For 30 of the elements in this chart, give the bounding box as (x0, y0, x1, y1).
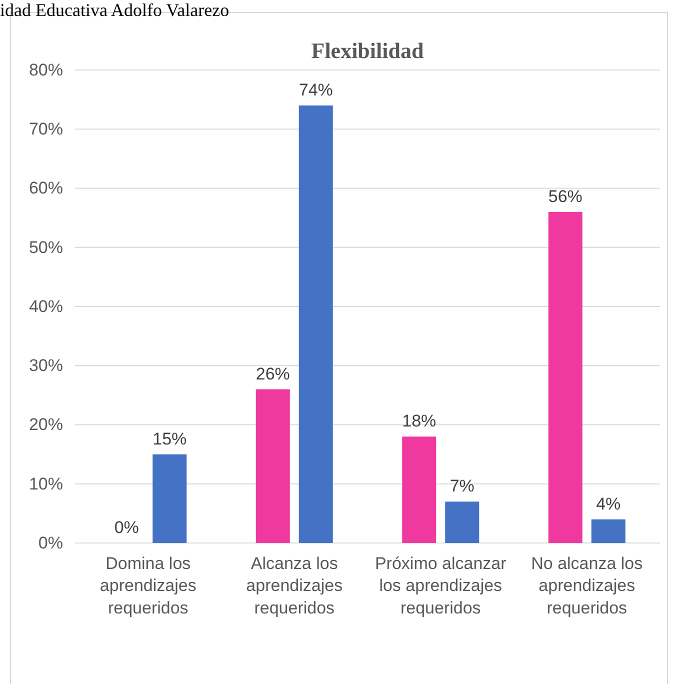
text: 7% (450, 476, 474, 496)
chart-title: Flexibilidad (311, 38, 424, 63)
y-tick-label: 30% (28, 356, 63, 376)
x-tick-label: No alcanza los aprendizajes requeridos (531, 554, 643, 618)
y-tick-label: 20% (28, 415, 63, 434)
text: 18% (402, 412, 436, 431)
y-tick-label: 70% (28, 120, 63, 139)
bar (298, 105, 333, 543)
text: 74% (298, 80, 333, 100)
text: idad Educativa Adolfo Valarezo (0, 0, 230, 20)
bar (591, 519, 626, 543)
bar (256, 389, 290, 543)
y-tick-label: 60% (28, 178, 63, 198)
y-tick-label: 10% (28, 474, 63, 494)
bar (402, 436, 436, 543)
text: 0% (114, 518, 139, 537)
y-tick-label: 50% (28, 238, 63, 257)
bar (445, 502, 480, 543)
text: 56% (548, 186, 582, 206)
x-tick-label: Domina los aprendizajes requeridos (100, 554, 196, 618)
y-tick-label: 0% (38, 533, 63, 552)
x-tick-label: Alcanza los aprendizajes requeridos (246, 554, 343, 618)
x-tick-label: Próximo alcanzar los aprendizajes requeridos (374, 554, 507, 618)
bar (152, 454, 187, 543)
text: 4% (596, 494, 621, 514)
y-tick-label: 80% (28, 60, 63, 80)
y-tick-label: 40% (28, 296, 63, 316)
bar (548, 212, 582, 543)
text: 15% (152, 429, 187, 448)
text: 26% (256, 364, 290, 384)
